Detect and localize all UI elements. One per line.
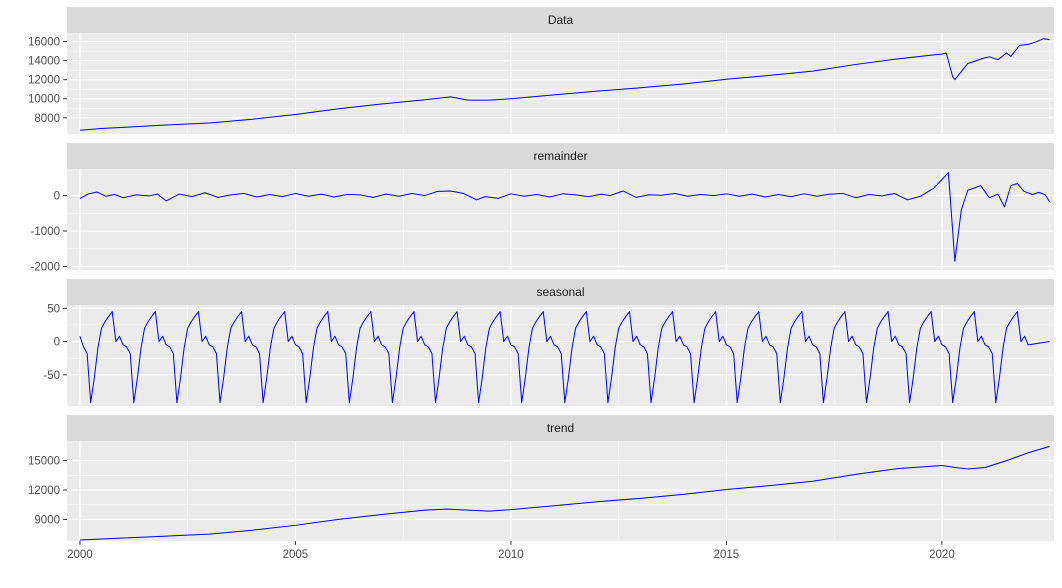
panel-remainder: remainder -2000 -1000 0	[31, 143, 1054, 273]
panel-title-seasonal: seasonal	[536, 285, 584, 299]
x-tick-label: 2000	[67, 549, 93, 561]
panel-title-trend: trend	[547, 421, 574, 435]
y-tick-label-remainder: 0	[54, 191, 60, 203]
x-tick-label: 2010	[498, 549, 524, 561]
series-line-remainder	[79, 172, 1051, 262]
panel-data: Data 8000 10000 12000 14000 16000	[28, 7, 1054, 134]
y-tick-label-data: 8000	[34, 113, 60, 125]
y-tick-label-data: 16000	[28, 37, 60, 49]
panel-background-data	[67, 33, 1054, 134]
y-tick-label-trend: 15000	[28, 456, 60, 468]
series-line-data	[79, 38, 1050, 131]
x-tick-label: 2005	[283, 549, 309, 561]
y-tick-label-data: 10000	[28, 94, 60, 106]
panel-background-trend	[67, 441, 1054, 541]
panel-title-remainder: remainder	[533, 149, 587, 163]
y-tick-label-seasonal: 50	[47, 303, 60, 315]
y-tick-label-remainder: -1000	[31, 226, 60, 238]
panel-strip-seasonal	[67, 279, 1054, 305]
panel-strip-remainder	[67, 143, 1054, 169]
panel-strip-trend	[67, 415, 1054, 441]
series-line-seasonal	[79, 311, 1050, 404]
x-axis: 2000 2005 2010 2015 2020	[67, 541, 955, 561]
panel-background-remainder	[67, 169, 1054, 270]
panel-seasonal: seasonal -50 0 50	[43, 279, 1054, 406]
y-tick-label-seasonal: -50	[43, 370, 60, 382]
series-line-trend	[79, 445, 1050, 541]
x-tick-label: 2020	[929, 549, 955, 561]
panel-title-data: Data	[548, 13, 574, 27]
y-tick-label-trend: 9000	[34, 514, 60, 526]
y-tick-label-remainder: -2000	[31, 261, 60, 273]
x-tick-label: 2015	[714, 549, 740, 561]
panel-strip-data	[67, 7, 1054, 33]
y-tick-label-seasonal: 0	[54, 337, 60, 349]
y-tick-label-data: 14000	[28, 56, 60, 68]
y-tick-label-trend: 12000	[28, 485, 60, 497]
panel-trend: trend 9000 12000 15000	[28, 415, 1054, 541]
y-tick-label-data: 12000	[28, 75, 60, 87]
